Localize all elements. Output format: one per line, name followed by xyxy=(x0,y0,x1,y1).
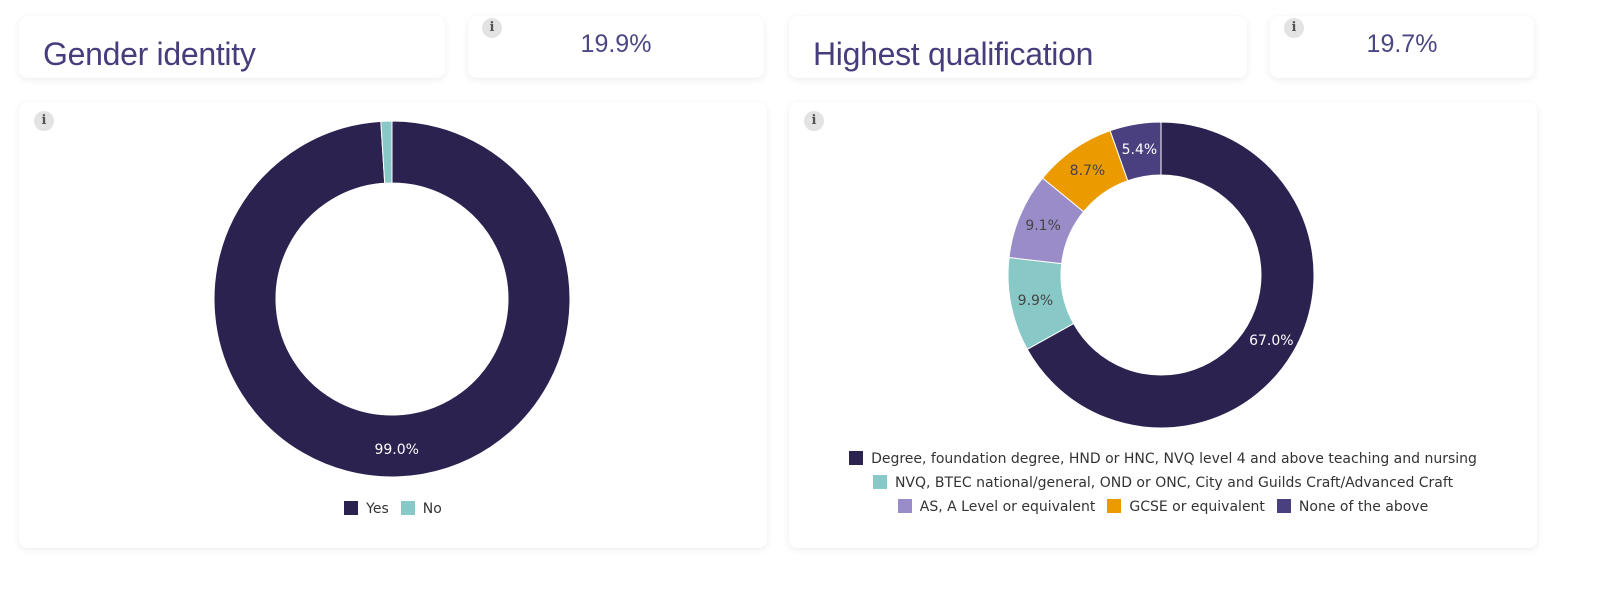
legend-swatch xyxy=(872,475,887,489)
legend-swatch xyxy=(1276,499,1291,513)
qualification-legend: Degree, foundation degree, HND or HNC, N… xyxy=(789,447,1537,519)
info-icon[interactable]: i xyxy=(804,111,824,131)
legend-row: NVQ, BTEC national/general, OND or ONC, … xyxy=(789,471,1537,495)
legend-item[interactable]: No xyxy=(400,497,442,521)
legend-item[interactable]: None of the above xyxy=(1276,495,1429,519)
legend-swatch xyxy=(344,501,359,515)
legend-item[interactable]: NVQ, BTEC national/general, OND or ONC, … xyxy=(872,471,1454,495)
qualification-title: Highest qualification xyxy=(813,36,1094,72)
legend-row: Degree, foundation degree, HND or HNC, N… xyxy=(789,447,1537,471)
gender-title: Gender identity xyxy=(43,36,256,72)
qualification-stat-value: 19.7% xyxy=(1366,30,1438,58)
legend-label: NVQ, BTEC national/general, OND or ONC, … xyxy=(894,475,1454,491)
legend-item[interactable]: Yes xyxy=(344,497,389,521)
legend-item[interactable]: Degree, foundation degree, HND or HNC, N… xyxy=(849,447,1477,471)
legend-label: None of the above xyxy=(1298,499,1429,515)
gender-stat-value: 19.9% xyxy=(580,30,652,58)
legend-swatch xyxy=(400,501,415,515)
legend-row: Yes No xyxy=(19,497,767,521)
gender-title-card: Gender identity xyxy=(19,16,445,78)
donut-slice[interactable] xyxy=(1026,121,1315,429)
legend-swatch xyxy=(1107,499,1122,513)
qualification-donut-chart: 67.0% 9.9% 9.1% 8.7% 5.4% xyxy=(1007,121,1315,429)
gender-chart-card: i 99.0% Yes No xyxy=(19,102,767,548)
gender-donut-chart: 99.0% xyxy=(213,120,571,478)
slice-data-label: 5.4% xyxy=(1122,142,1158,158)
slice-data-label: 8.7% xyxy=(1070,163,1106,179)
qualification-chart-card: i 67.0% 9.9% 9.1% 8.7% 5.4% Degree, foundati… xyxy=(789,102,1537,548)
donut-slice[interactable] xyxy=(1109,121,1162,182)
donut-slice[interactable] xyxy=(213,120,571,478)
gender-stat-card: i 19.9% xyxy=(468,16,764,78)
legend-label: AS, A Level or equivalent xyxy=(919,499,1096,515)
qualification-title-card: Highest qualification xyxy=(789,16,1247,78)
info-icon[interactable]: i xyxy=(1284,18,1304,38)
qualification-stat-card: i 19.7% xyxy=(1270,16,1534,78)
legend-item[interactable]: AS, A Level or equivalent xyxy=(897,495,1096,519)
donut-slice[interactable] xyxy=(380,120,393,184)
slice-data-label: 9.9% xyxy=(1018,293,1054,309)
legend-swatch xyxy=(897,499,912,513)
slice-data-label: 67.0% xyxy=(1249,333,1293,349)
gender-legend: Yes No xyxy=(19,497,767,521)
slice-data-label: 9.1% xyxy=(1025,218,1061,234)
info-icon[interactable]: i xyxy=(34,111,54,131)
legend-swatch xyxy=(849,451,864,465)
legend-label: No xyxy=(422,501,442,517)
legend-item[interactable]: GCSE or equivalent xyxy=(1107,495,1265,519)
slice-data-label: 99.0% xyxy=(374,442,418,458)
legend-label: Degree, foundation degree, HND or HNC, N… xyxy=(871,451,1477,467)
info-icon[interactable]: i xyxy=(482,18,502,38)
legend-label: GCSE or equivalent xyxy=(1129,499,1265,515)
legend-row: AS, A Level or equivalent GCSE or equival… xyxy=(789,495,1537,519)
legend-label: Yes xyxy=(366,501,389,517)
